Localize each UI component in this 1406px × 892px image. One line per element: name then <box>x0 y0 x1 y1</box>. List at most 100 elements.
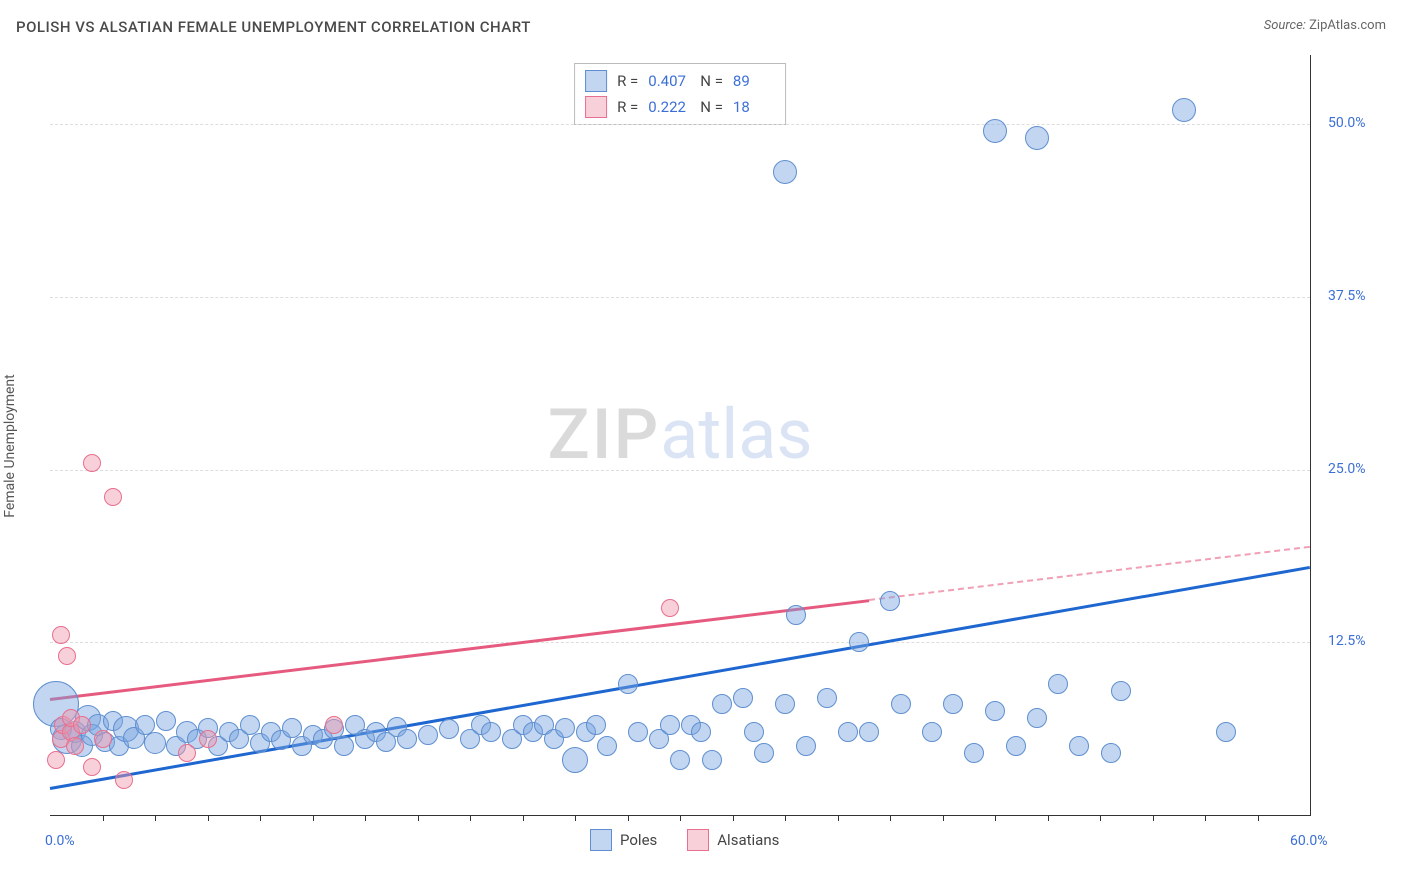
swatch-alsatians-icon <box>585 96 607 118</box>
data-point-poles <box>786 605 806 625</box>
gridline <box>50 642 1310 643</box>
data-point-alsatians <box>47 751 65 769</box>
data-point-poles <box>1216 722 1236 742</box>
data-point-poles <box>817 688 837 708</box>
data-point-alsatians <box>83 454 101 472</box>
x-tick <box>365 815 366 821</box>
y-tick-label: 12.5% <box>1328 633 1366 649</box>
data-point-poles <box>754 743 774 763</box>
data-point-poles <box>481 722 501 742</box>
data-point-poles <box>628 722 648 742</box>
data-point-poles <box>733 688 753 708</box>
stats-row-poles: R = 0.407 N = 89 <box>585 68 775 94</box>
data-point-alsatians <box>325 716 343 734</box>
data-point-poles <box>555 718 575 738</box>
data-point-alsatians <box>178 744 196 762</box>
legend-label: Poles <box>620 831 657 849</box>
n-label: N = <box>700 72 723 90</box>
data-point-poles <box>891 694 911 714</box>
y-tick-label: 25.0% <box>1328 461 1366 477</box>
data-point-poles <box>849 632 869 652</box>
data-point-alsatians <box>73 716 91 734</box>
x-tick <box>628 815 629 821</box>
y-tick-label: 50.0% <box>1328 115 1366 131</box>
data-point-poles <box>670 750 690 770</box>
watermark: ZIPatlas <box>548 394 813 476</box>
r-label: R = <box>617 98 638 116</box>
x-tick <box>1205 815 1206 821</box>
data-point-poles <box>838 722 858 742</box>
stats-row-alsatians: R = 0.222 N = 18 <box>585 94 775 120</box>
r-value-alsatians: 0.222 <box>648 98 690 116</box>
x-axis-min-label: 0.0% <box>45 833 75 849</box>
data-point-poles <box>660 715 680 735</box>
data-point-poles <box>562 747 588 773</box>
data-point-poles <box>702 750 722 770</box>
data-point-alsatians <box>104 488 122 506</box>
legend-item: Poles <box>590 829 657 851</box>
data-point-poles <box>773 160 797 184</box>
swatch-poles-icon <box>585 70 607 92</box>
data-point-poles <box>282 718 302 738</box>
x-tick <box>418 815 419 821</box>
source-attribution: Source: ZipAtlas.com <box>1264 18 1386 33</box>
trend-line <box>50 599 869 701</box>
data-point-poles <box>240 715 260 735</box>
data-point-poles <box>418 725 438 745</box>
x-tick <box>890 815 891 821</box>
data-point-poles <box>691 722 711 742</box>
data-point-poles <box>144 732 166 754</box>
x-tick <box>208 815 209 821</box>
legend-swatch-icon <box>687 829 709 851</box>
n-label: N = <box>700 98 723 116</box>
x-tick <box>260 815 261 821</box>
x-tick <box>1048 815 1049 821</box>
x-tick <box>155 815 156 821</box>
data-point-poles <box>1006 736 1026 756</box>
x-tick <box>680 815 681 821</box>
gridline <box>50 124 1310 125</box>
data-point-poles <box>334 736 354 756</box>
legend-swatch-icon <box>590 829 612 851</box>
data-point-poles <box>880 591 900 611</box>
data-point-poles <box>586 715 606 735</box>
x-tick <box>1100 815 1101 821</box>
n-value-poles: 89 <box>733 72 775 90</box>
correlation-stats-box: R = 0.407 N = 89 R = 0.222 N = 18 <box>574 63 786 125</box>
data-point-poles <box>1027 708 1047 728</box>
source-label: Source: <box>1264 18 1306 33</box>
data-point-poles <box>985 701 1005 721</box>
data-point-poles <box>1069 736 1089 756</box>
x-tick <box>575 815 576 821</box>
trend-line <box>869 546 1310 601</box>
data-point-alsatians <box>661 599 679 617</box>
x-tick <box>103 815 104 821</box>
data-point-alsatians <box>66 737 84 755</box>
y-tick-label: 37.5% <box>1328 288 1366 304</box>
data-point-alsatians <box>83 758 101 776</box>
data-point-poles <box>859 722 879 742</box>
x-tick <box>785 815 786 821</box>
x-tick <box>1258 815 1259 821</box>
gridline <box>50 297 1310 298</box>
data-point-poles <box>712 694 732 714</box>
x-tick <box>838 815 839 821</box>
r-value-poles: 0.407 <box>648 72 690 90</box>
data-point-poles <box>1048 674 1068 694</box>
data-point-poles <box>796 736 816 756</box>
scatter-plot-area: ZIPatlas R = 0.407 N = 89 R = 0.222 N = … <box>50 55 1311 816</box>
r-label: R = <box>617 72 638 90</box>
data-point-alsatians <box>94 730 112 748</box>
data-point-poles <box>156 711 176 731</box>
x-axis-max-label: 60.0% <box>1290 833 1328 849</box>
data-point-poles <box>1101 743 1121 763</box>
series-legend: Poles Alsatians <box>590 829 779 851</box>
watermark-part2: atlas <box>660 394 812 476</box>
n-value-alsatians: 18 <box>733 98 775 116</box>
data-point-alsatians <box>52 626 70 644</box>
legend-item: Alsatians <box>687 829 779 851</box>
data-point-poles <box>964 743 984 763</box>
x-tick <box>995 815 996 821</box>
y-axis-label: Female Unemployment <box>2 374 18 518</box>
x-tick <box>470 815 471 821</box>
